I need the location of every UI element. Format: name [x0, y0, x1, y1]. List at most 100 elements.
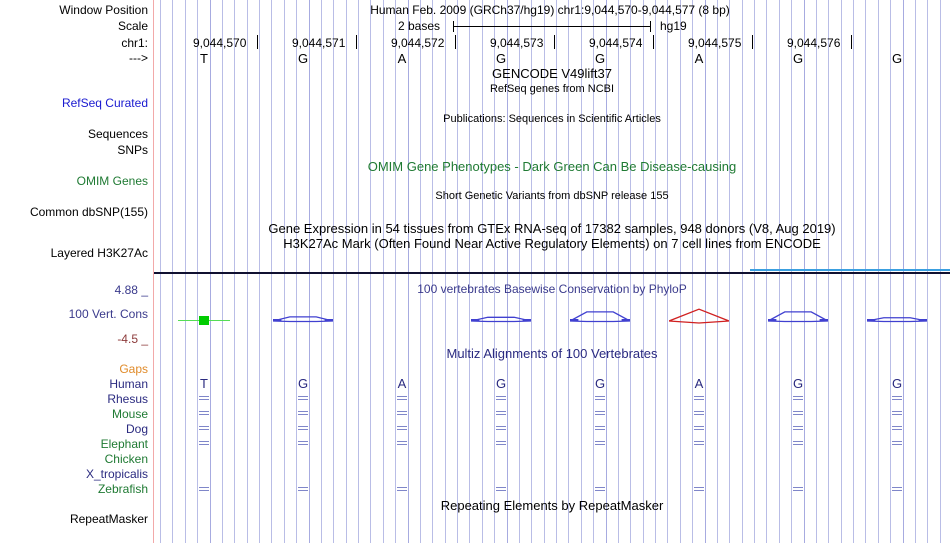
sidebar-item-species-mouse[interactable]: Mouse [111, 407, 148, 421]
sidebar-item-repeatmasker[interactable]: RepeatMasker [69, 512, 148, 526]
multiz-human-base: G [495, 376, 507, 391]
omim-title[interactable]: OMIM Gene Phenotypes - Dark Green Can Be… [367, 159, 737, 174]
gtex-title[interactable]: Gene Expression in 54 tissues from GTEx … [268, 221, 836, 236]
dbsnp-title[interactable]: Short Genetic Variants from dbSNP releas… [435, 190, 669, 202]
multiz-alignment-mark [397, 444, 407, 445]
conservation-bar [768, 302, 828, 338]
sidebar-item-species-human[interactable]: Human [109, 377, 148, 391]
multiz-alignment-mark [496, 426, 506, 427]
conservation-bar [669, 302, 729, 338]
multiz-alignment-mark [793, 490, 803, 491]
multiz-alignment-mark [199, 399, 209, 400]
multiz-alignment-mark [694, 399, 704, 400]
sidebar-item-scale[interactable]: Scale [117, 19, 148, 33]
multiz-alignment-mark [298, 441, 308, 442]
multiz-alignment-mark [199, 414, 209, 415]
multiz-human-base: T [200, 376, 208, 391]
sidebar-item-species-elephant[interactable]: Elephant [100, 437, 148, 451]
h3k27ac-baseline-rule [154, 272, 950, 274]
sidebar-item-species-rhesus[interactable]: Rhesus [107, 392, 148, 406]
sequence-base: G [297, 51, 309, 66]
sequence-base: A [397, 51, 407, 66]
multiz-alignment-mark [298, 426, 308, 427]
ruler-tick [455, 35, 456, 49]
sidebar-item-gaps[interactable]: Gaps [119, 362, 148, 376]
multiz-alignment-mark [694, 414, 704, 415]
multiz-alignment-mark [892, 441, 902, 442]
multiz-alignment-mark [595, 429, 605, 430]
refseq-ncbi-title[interactable]: RefSeq genes from NCBI [489, 83, 615, 95]
h3k27ac-title[interactable]: H3K27Ac Mark (Often Found Near Active Re… [283, 236, 821, 251]
multiz-alignment-mark [892, 426, 902, 427]
sidebar-item-chrom[interactable]: chr1: [121, 36, 148, 50]
sidebar-item-cons-min[interactable]: -4.5 _ [117, 332, 148, 346]
ruler-coordinate-label: 9,044,573 [490, 36, 544, 50]
h3k27ac-blue-rule [750, 269, 950, 271]
assembly-title: Human Feb. 2009 (GRCh37/hg19) chr1:9,044… [370, 3, 730, 17]
phylop-title[interactable]: 100 vertebrates Basewise Conservation by… [417, 282, 687, 296]
sidebar-item-species-dog[interactable]: Dog [125, 422, 148, 436]
multiz-alignment-mark [397, 487, 407, 488]
multiz-alignment-mark [892, 399, 902, 400]
multiz-alignment-mark [694, 396, 704, 397]
ruler-tick [554, 35, 555, 49]
multiz-alignment-mark [595, 399, 605, 400]
multiz-alignment-mark [496, 414, 506, 415]
multiz-alignment-mark [496, 441, 506, 442]
ruler-coordinate-label: 9,044,571 [292, 36, 346, 50]
ruler-tick [257, 35, 258, 49]
multiz-alignment-mark [694, 429, 704, 430]
multiz-alignment-mark [793, 396, 803, 397]
gencode-title[interactable]: GENCODE V49lift37 [492, 66, 612, 81]
publications-title[interactable]: Publications: Sequences in Scientific Ar… [443, 113, 661, 125]
multiz-title[interactable]: Multiz Alignments of 100 Vertebrates [446, 346, 658, 361]
sidebar-item-snps[interactable]: SNPs [117, 143, 148, 157]
sidebar-item-omim-genes[interactable]: OMIM Genes [76, 174, 148, 188]
sidebar-item-cons-track[interactable]: 100 Vert. Cons [68, 307, 148, 321]
sidebar-item-sequences[interactable]: Sequences [87, 127, 148, 141]
multiz-human-base: A [397, 376, 407, 391]
multiz-alignment-mark [199, 411, 209, 412]
sidebar-item-layered-h3k27ac[interactable]: Layered H3K27Ac [50, 246, 148, 260]
sidebar-item-species-zebrafish[interactable]: Zebrafish [97, 482, 148, 496]
sidebar-item-cons-max[interactable]: 4.88 _ [114, 283, 148, 297]
sidebar-item-refseq-curated[interactable]: RefSeq Curated [61, 96, 148, 110]
ruler-coordinate-label: 9,044,572 [391, 36, 445, 50]
track-label-sidebar[interactable]: Window Position Scale chr1: ---> RefSeq Cura… [0, 0, 152, 543]
multiz-alignment-mark [298, 487, 308, 488]
phylop-conservation-track[interactable] [154, 300, 950, 340]
scale-bar-line [453, 26, 650, 27]
sidebar-item-species-chicken[interactable]: Chicken [104, 452, 148, 466]
multiz-alignment-mark [397, 441, 407, 442]
multiz-alignment-mark [892, 444, 902, 445]
multiz-alignment-mark [793, 414, 803, 415]
multiz-alignment-mark [694, 441, 704, 442]
multiz-alignment-mark [397, 411, 407, 412]
multiz-alignment-mark [199, 490, 209, 491]
multiz-alignment-mark [694, 444, 704, 445]
multiz-alignment-mark [199, 441, 209, 442]
sidebar-item-strand-arrow[interactable]: ---> [129, 51, 148, 65]
sidebar-item-window-position[interactable]: Window Position [59, 3, 148, 17]
ruler-tick [653, 35, 654, 49]
multiz-alignment-mark [595, 441, 605, 442]
multiz-alignment-mark [496, 399, 506, 400]
multiz-alignment-mark [496, 444, 506, 445]
sidebar-item-common-dbsnp[interactable]: Common dbSNP(155) [29, 205, 148, 219]
scale-label: 2 bases [397, 19, 440, 33]
multiz-alignment-mark [595, 396, 605, 397]
sequence-base: G [495, 51, 507, 66]
repeatmasker-title[interactable]: Repeating Elements by RepeatMasker [440, 498, 664, 513]
multiz-alignment-mark [298, 490, 308, 491]
sequence-base: G [891, 51, 903, 66]
multiz-alignment-mark [298, 429, 308, 430]
multiz-human-base: A [694, 376, 704, 391]
multiz-human-base: G [297, 376, 309, 391]
multiz-alignment-mark [793, 429, 803, 430]
multiz-alignment-mark [595, 490, 605, 491]
ruler-coordinate-label: 9,044,570 [193, 36, 247, 50]
sidebar-item-species-xtropicalis[interactable]: X_tropicalis [85, 467, 148, 481]
multiz-alignment-mark [892, 411, 902, 412]
multiz-alignment-mark [892, 414, 902, 415]
